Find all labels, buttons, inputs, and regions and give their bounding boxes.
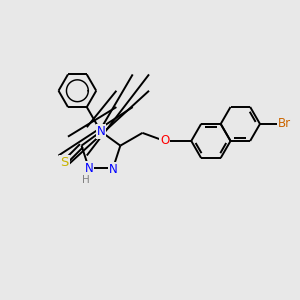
Text: Br: Br xyxy=(278,118,291,130)
Text: N: N xyxy=(109,163,117,176)
Text: N: N xyxy=(85,162,93,175)
Text: O: O xyxy=(160,134,169,148)
Text: H: H xyxy=(82,175,90,185)
Text: N: N xyxy=(97,125,105,138)
Text: S: S xyxy=(60,156,68,170)
